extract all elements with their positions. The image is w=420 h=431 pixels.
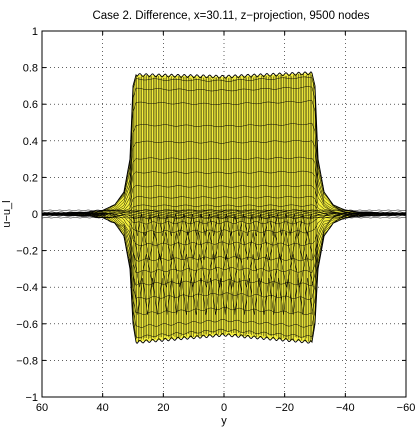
mesh-line-tail [41, 211, 407, 213]
mesh-line-tail [41, 213, 407, 215]
x-tick-label: 40 [97, 402, 109, 414]
mesh-line-lower [41, 212, 407, 246]
y-tick-label: 0.4 [23, 136, 38, 148]
y-tick-label: 0.6 [23, 99, 38, 111]
y-tick-label: −1 [25, 392, 38, 404]
x-tick-label: 20 [157, 402, 169, 414]
surface-fill [42, 73, 406, 343]
axis-ticks: 60 40 20 0 −20 −40 −60 1 0.8 0.6 0.4 0.2 0 −0.2 −0.4 −0… [16, 26, 415, 414]
x-tick-label: −20 [275, 402, 294, 414]
y-tick-label: 0.2 [23, 172, 38, 184]
mesh-line-lower [41, 212, 407, 286]
x-axis-label: y [221, 415, 227, 427]
x-tick-label: 60 [36, 402, 48, 414]
mesh-line-lower [41, 212, 407, 220]
y-tick-label: −0.6 [16, 319, 38, 331]
chart-title: Case 2. Difference, x=30.11, z−projectio… [92, 10, 369, 22]
mesh-line-triangles [132, 230, 314, 260]
y-tick-label: −0.8 [16, 355, 38, 367]
y-tick-label: 0 [32, 209, 38, 221]
surface-mesh [41, 71, 407, 345]
mesh-line-triangles [132, 213, 312, 237]
x-tick-label: 0 [221, 402, 227, 414]
y-tick-label: −0.2 [16, 246, 38, 258]
x-tick-label: −40 [336, 402, 355, 414]
y-tick-label: −0.4 [16, 282, 38, 294]
mesh-line-triangles [132, 250, 314, 288]
surface-lower-edge [41, 213, 407, 345]
surface-upper-edge [41, 71, 407, 215]
y-axis-label: u−u_l [1, 200, 13, 227]
mesh-line-tail [41, 215, 407, 217]
y-tick-label: 0.8 [23, 63, 38, 75]
mesh-line-triangles [132, 272, 313, 315]
y-tick-label: 1 [32, 26, 38, 38]
x-tick-label: −60 [397, 402, 416, 414]
